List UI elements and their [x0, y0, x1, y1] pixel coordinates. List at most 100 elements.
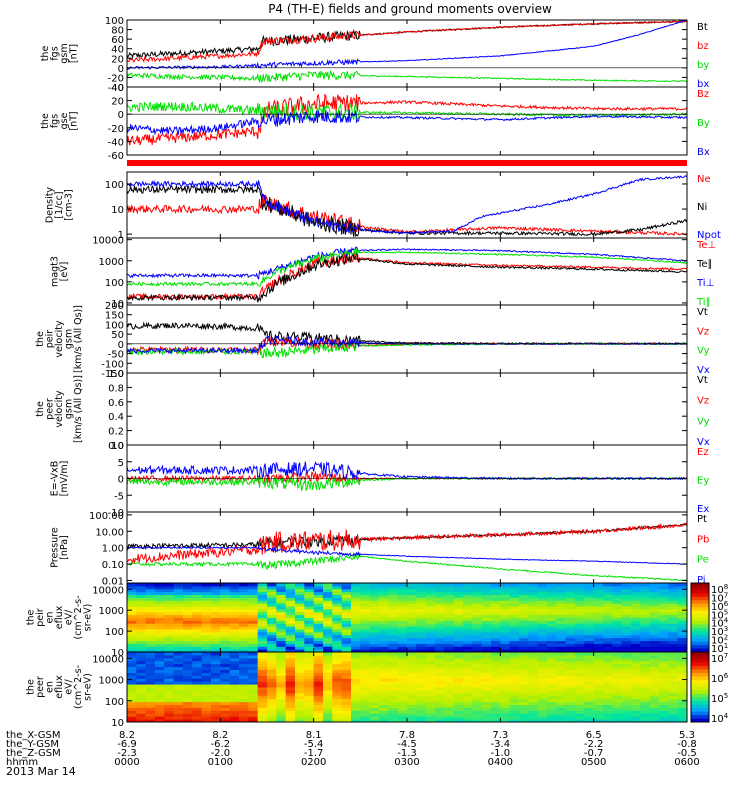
- heatmap-cell: [379, 710, 389, 714]
- heatmap-cell: [649, 663, 660, 668]
- heatmap-cell: [472, 701, 483, 705]
- heatmap-cell: [257, 701, 268, 705]
- heatmap-cell: [463, 614, 473, 619]
- colorbar-swatch: [691, 648, 709, 653]
- heatmap-cell: [211, 631, 221, 636]
- heatmap-cell: [491, 713, 501, 717]
- series-lines: [127, 246, 687, 303]
- heatmap-cell: [295, 608, 305, 613]
- heatmap-cell: [248, 597, 259, 601]
- heatmap-cell: [603, 672, 613, 676]
- heatmap-cell: [425, 716, 436, 720]
- heatmap-cell: [472, 634, 483, 639]
- heatmap-cell: [323, 692, 333, 697]
- heatmap-cell: [267, 649, 277, 652]
- heatmap-cell: [351, 704, 361, 708]
- heatmap-cell: [239, 663, 249, 668]
- y-tick-label: 1.00: [102, 544, 124, 555]
- heatmap-cell: [285, 713, 296, 717]
- heatmap-cell: [248, 585, 259, 590]
- heatmap-cell: [593, 652, 604, 656]
- heatmap-cell: [397, 687, 408, 691]
- heatmap-cell: [528, 652, 539, 656]
- heatmap-cell: [351, 663, 361, 668]
- heatmap-cell: [295, 707, 305, 711]
- heatmap-cell: [556, 631, 567, 636]
- heatmap-cell: [183, 669, 193, 673]
- heatmap-cell: [332, 666, 343, 670]
- heatmap-cell: [416, 603, 427, 607]
- heatmap-cell: [332, 669, 343, 673]
- heatmap-cell: [584, 629, 595, 633]
- heatmap-cell: [369, 657, 380, 662]
- heatmap-cell: [640, 678, 651, 682]
- heatmap-cell: [649, 669, 660, 673]
- heatmap-cell: [565, 626, 576, 630]
- heatmap-cell: [668, 701, 679, 705]
- heatmap-cell: [285, 719, 296, 722]
- heatmap-cell: [211, 719, 221, 722]
- heatmap-cell: [444, 637, 455, 642]
- series-line-Ti∥: [127, 248, 687, 288]
- heatmap-cell: [145, 585, 156, 590]
- heatmap-cell: [360, 646, 371, 650]
- heatmap-cell: [509, 640, 520, 644]
- heatmap-cell: [509, 629, 520, 633]
- heatmap-cell: [500, 704, 511, 708]
- heatmap-cell: [519, 594, 529, 598]
- heatmap-cell: [360, 603, 371, 607]
- heatmap-cell: [323, 629, 333, 633]
- heatmap-cell: [173, 713, 184, 717]
- x-row-value: -1.3: [397, 748, 417, 759]
- heatmap-cell: [267, 583, 277, 587]
- heatmap-cell: [649, 631, 660, 636]
- heatmap-cell: [407, 681, 417, 685]
- heatmap-cell: [211, 684, 221, 688]
- heatmap-cell: [659, 649, 669, 652]
- heatmap-cell: [444, 672, 455, 676]
- heatmap-cell: [575, 675, 585, 679]
- y-tick-label: 10000: [92, 654, 124, 665]
- heatmap-cell: [183, 640, 193, 644]
- heatmap-cell: [537, 649, 548, 652]
- heatmap-cell: [267, 600, 277, 604]
- heatmap-cell: [295, 614, 305, 619]
- heatmap-cell: [211, 608, 221, 613]
- heatmap-cell: [257, 652, 268, 656]
- heatmap-cell: [640, 675, 651, 679]
- heatmap-cell: [631, 672, 641, 676]
- heatmap-cell: [593, 701, 604, 705]
- heatmap-cell: [491, 600, 501, 604]
- heatmap-cell: [435, 692, 445, 697]
- heatmap-cell: [435, 640, 445, 644]
- heatmap-cell: [388, 620, 399, 624]
- heatmap-cell: [183, 623, 193, 627]
- heatmap-cell: [519, 608, 529, 613]
- heatmap-cell: [257, 689, 268, 694]
- heatmap-cell: [285, 617, 296, 621]
- colorbar-swatch: [691, 666, 709, 670]
- heatmap-cell: [285, 681, 296, 685]
- heatmap-cell: [201, 660, 212, 665]
- legend-By: By: [697, 118, 710, 129]
- heatmap-cell: [379, 629, 389, 633]
- heatmap-cell: [173, 588, 184, 593]
- heatmap-cell: [341, 669, 352, 673]
- heatmap-cell: [313, 701, 324, 705]
- heatmap-cell: [407, 597, 417, 601]
- heatmap-cell: [407, 606, 417, 610]
- heatmap-cell: [257, 591, 268, 596]
- heatmap-cell: [276, 687, 287, 691]
- heatmap-cell: [631, 643, 641, 647]
- heatmap-cell: [649, 626, 660, 630]
- heatmap-cell: [257, 660, 268, 665]
- heatmap-cell: [528, 704, 539, 708]
- heatmap-cell: [668, 643, 679, 647]
- heatmap-cell: [379, 669, 389, 673]
- panel-velocity_gsm: VtVzVyVx-150-100-50050100150200thepeirve…: [35, 301, 710, 380]
- heatmap-cell: [621, 666, 632, 670]
- heatmap-cell: [248, 681, 259, 685]
- heatmap-cell: [276, 634, 287, 639]
- heatmap-cell: [425, 689, 436, 694]
- heatmap-cell: [211, 594, 221, 598]
